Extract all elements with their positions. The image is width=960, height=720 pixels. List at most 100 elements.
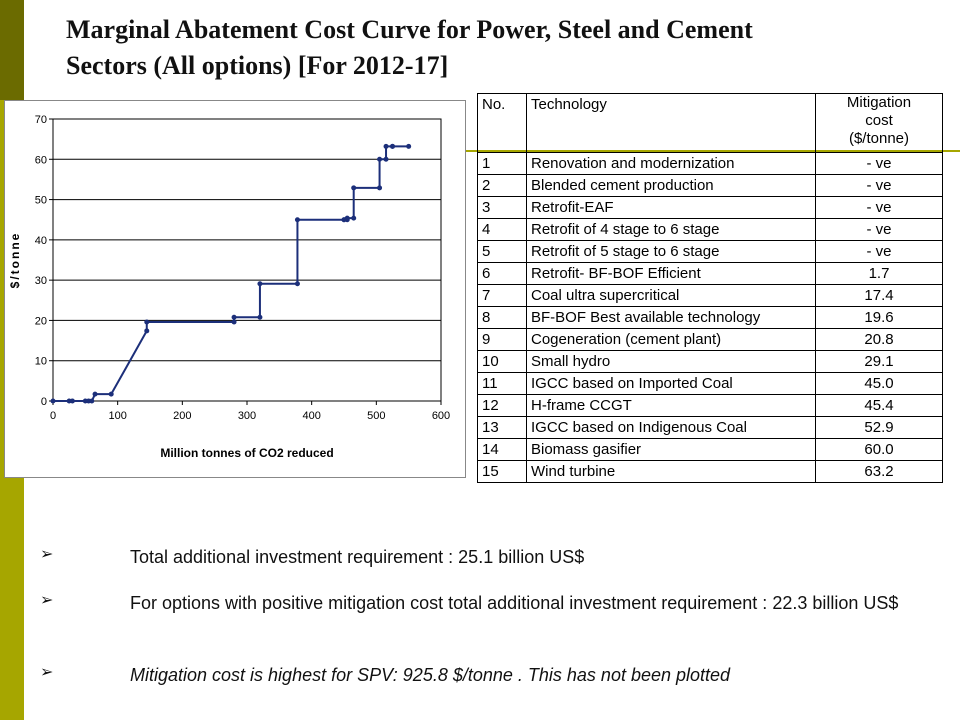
bullet-arrow-icon: ➢ — [40, 546, 54, 563]
row-mitigation-cost: 63.2 — [815, 460, 943, 483]
row-technology: IGCC based on Imported Coal — [526, 372, 816, 395]
table-header-row: No. Technology Mitigation cost ($/tonne) — [477, 93, 943, 153]
data-point — [294, 217, 300, 223]
row-mitigation-cost: 19.6 — [815, 306, 943, 329]
technology-table: No. Technology Mitigation cost ($/tonne)… — [477, 93, 943, 483]
table-row: 15 Wind turbine 63.2 — [477, 460, 943, 483]
y-tick-label: 40 — [35, 235, 47, 247]
row-number: 10 — [477, 350, 527, 373]
row-technology: BF-BOF Best available technology — [526, 306, 816, 329]
data-point — [377, 156, 383, 162]
row-mitigation-cost: 52.9 — [815, 416, 943, 439]
header-technology: Technology — [526, 93, 816, 153]
data-point — [257, 281, 263, 287]
row-mitigation-cost: 45.4 — [815, 394, 943, 417]
table-row: 10 Small hydro 29.1 — [477, 350, 943, 373]
row-mitigation-cost: 45.0 — [815, 372, 943, 395]
table-row: 13 IGCC based on Indigenous Coal 52.9 — [477, 416, 943, 439]
row-number: 5 — [477, 240, 527, 263]
header-cost-line-1: Mitigation — [846, 94, 912, 111]
row-technology: Renovation and modernization — [526, 152, 816, 175]
y-tick-label: 10 — [35, 356, 47, 368]
row-technology: Cogeneration (cement plant) — [526, 328, 816, 351]
x-tick-label: 600 — [432, 410, 450, 422]
y-tick-label: 0 — [41, 396, 47, 408]
title-line-1: Marginal Abatement Cost Curve for Power,… — [66, 15, 753, 44]
bullet-text: For options with positive mitigation cos… — [130, 593, 899, 613]
y-tick-label: 60 — [35, 154, 47, 166]
data-point — [69, 398, 75, 404]
mac-curve-chart: 0 10 20 30 40 50 60 70 0 100 200 300 400 500 600 Millio… — [8, 114, 450, 460]
table-row: 7 Coal ultra supercritical 17.4 — [477, 284, 943, 307]
table-row: 6 Retrofit- BF-BOF Efficient 1.7 — [477, 262, 943, 285]
data-point — [89, 398, 95, 404]
data-point — [108, 391, 114, 397]
row-mitigation-cost: 1.7 — [815, 262, 943, 285]
row-mitigation-cost: - ve — [815, 240, 943, 263]
x-tick-label: 500 — [367, 410, 385, 422]
data-point — [231, 314, 237, 320]
data-point — [50, 398, 56, 404]
table-row: 14 Biomass gasifier 60.0 — [477, 438, 943, 461]
data-point — [144, 319, 150, 325]
x-axis-label: Million tonnes of CO2 reduced — [160, 446, 333, 460]
row-number: 2 — [477, 174, 527, 197]
row-mitigation-cost: - ve — [815, 174, 943, 197]
bullet-text: Mitigation cost is highest for SPV: 925.… — [130, 665, 731, 685]
row-number: 9 — [477, 328, 527, 351]
row-number: 15 — [477, 460, 527, 483]
row-technology: H-frame CCGT — [526, 394, 816, 417]
row-technology: Biomass gasifier — [526, 438, 816, 461]
data-point — [257, 314, 263, 320]
x-tick-label: 400 — [302, 410, 320, 422]
row-number: 4 — [477, 218, 527, 241]
data-point — [92, 391, 98, 397]
row-technology: Retrofit of 5 stage to 6 stage — [526, 240, 816, 263]
bullet-arrow-icon: ➢ — [40, 664, 54, 681]
bullet-arrow-icon: ➢ — [40, 592, 54, 609]
table-row: 8 BF-BOF Best available technology 19.6 — [477, 306, 943, 329]
table-row: 5 Retrofit of 5 stage to 6 stage - ve — [477, 240, 943, 263]
data-point — [351, 215, 357, 221]
x-tick-label: 300 — [238, 410, 256, 422]
plot-area — [52, 118, 442, 402]
data-point — [390, 143, 395, 149]
bullet-text: Total additional investment requirement … — [130, 547, 585, 567]
row-mitigation-cost: - ve — [815, 218, 943, 241]
row-mitigation-cost: - ve — [815, 152, 943, 175]
data-point — [294, 281, 300, 287]
row-technology: IGCC based on Indigenous Coal — [526, 416, 816, 439]
row-number: 12 — [477, 394, 527, 417]
row-mitigation-cost: 17.4 — [815, 284, 943, 307]
y-tick-label: 30 — [35, 275, 47, 287]
data-point — [383, 143, 389, 149]
row-technology: Small hydro — [526, 350, 816, 373]
data-point — [144, 328, 150, 334]
row-mitigation-cost: 60.0 — [815, 438, 943, 461]
header-cost-line-3: ($/tonne) — [848, 130, 910, 147]
row-number: 13 — [477, 416, 527, 439]
x-tick-label: 0 — [50, 410, 56, 422]
table-body: 1 Renovation and modernization - ve 2 Blende… — [477, 152, 943, 483]
data-point — [351, 185, 357, 191]
data-point — [344, 215, 350, 221]
row-technology: Blended cement production — [526, 174, 816, 197]
y-tick-label: 50 — [35, 195, 47, 207]
row-number: 6 — [477, 262, 527, 285]
row-mitigation-cost: - ve — [815, 196, 943, 219]
header-cost-line-2: cost — [865, 112, 893, 129]
header-no: No. — [477, 93, 527, 153]
table-row: 4 Retrofit of 4 stage to 6 stage - ve — [477, 218, 943, 241]
page-title: Marginal Abatement Cost Curve for Power,… — [66, 12, 946, 84]
data-point — [377, 185, 383, 191]
table-row: 12 H-frame CCGT 45.4 — [477, 394, 943, 417]
row-technology: Wind turbine — [526, 460, 816, 483]
data-point — [383, 156, 389, 162]
x-tick-label: 200 — [173, 410, 191, 422]
y-tick-label: 20 — [35, 315, 47, 327]
row-number: 7 — [477, 284, 527, 307]
row-mitigation-cost: 20.8 — [815, 328, 943, 351]
row-number: 14 — [477, 438, 527, 461]
row-mitigation-cost: 29.1 — [815, 350, 943, 373]
series-line — [53, 145, 409, 402]
